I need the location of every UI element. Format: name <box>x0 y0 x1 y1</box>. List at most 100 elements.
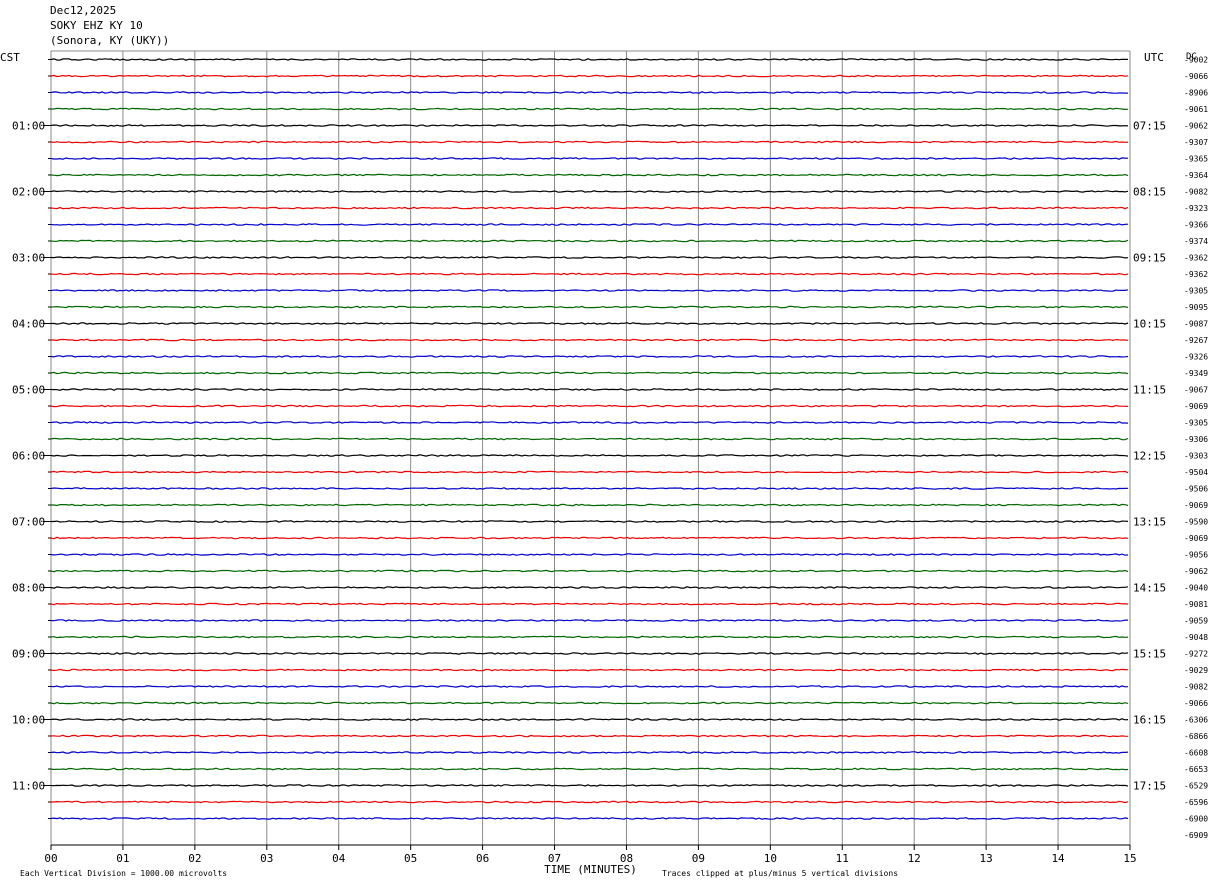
cst-axis-title: CST <box>0 51 20 64</box>
trace-line <box>50 718 1129 721</box>
utc-hour-label: 16:15 <box>1133 714 1166 727</box>
cst-hour-label: 03:00 <box>12 252 45 265</box>
trace-line <box>50 784 1129 787</box>
x-tick-label: 09 <box>692 852 705 865</box>
dc-offset-label: -9069 <box>1184 402 1208 411</box>
trace-line <box>50 355 1129 358</box>
trace-line <box>50 289 1129 292</box>
trace-line <box>50 388 1129 391</box>
x-tick-label: 06 <box>476 852 489 865</box>
dc-offset-label: -6608 <box>1184 749 1208 758</box>
dc-offset-label: -9069 <box>1184 501 1208 510</box>
x-tick-label: 01 <box>116 852 129 865</box>
trace-line <box>50 454 1129 457</box>
dc-offset-label: -9365 <box>1184 155 1208 164</box>
utc-hour-label: 12:15 <box>1133 450 1166 463</box>
dc-offset-label: -9048 <box>1184 633 1208 642</box>
dc-offset-label: -9029 <box>1184 666 1208 675</box>
utc-axis-title: UTC <box>1144 51 1164 64</box>
x-tick-label: 12 <box>908 852 921 865</box>
trace-line <box>50 487 1129 490</box>
dc-offset-label: -9305 <box>1184 287 1208 296</box>
dc-offset-label: -9267 <box>1184 336 1208 345</box>
dc-offset-label: -9059 <box>1184 617 1208 626</box>
cst-hour-label: 08:00 <box>12 582 45 595</box>
trace-line <box>50 553 1129 556</box>
utc-hour-label: 11:15 <box>1133 384 1166 397</box>
dc-offset-label: -9040 <box>1184 584 1208 593</box>
dc-offset-label: -9362 <box>1184 254 1208 263</box>
trace-line <box>50 272 1129 276</box>
dc-offset-label: -9082 <box>1184 188 1208 197</box>
utc-hour-label: 10:15 <box>1133 318 1166 331</box>
trace-line <box>50 602 1129 606</box>
trace-line <box>50 157 1129 160</box>
dc-offset-label: -9306 <box>1184 435 1208 444</box>
trace-line <box>50 619 1128 622</box>
header-station: SOKY EHZ KY 10 <box>50 19 143 32</box>
dc-offset-label: -9323 <box>1184 204 1208 213</box>
trace-line <box>50 685 1129 688</box>
cst-hour-label: 05:00 <box>12 384 45 397</box>
dc-offset-label: -9303 <box>1184 452 1208 461</box>
utc-hour-label: 08:15 <box>1133 186 1166 199</box>
trace-line <box>50 239 1129 243</box>
trace-line <box>50 767 1129 771</box>
dc-offset-label: -6596 <box>1184 798 1208 807</box>
dc-offset-label: -9056 <box>1184 551 1208 560</box>
x-tick-label: 15 <box>1123 852 1136 865</box>
utc-hour-label: 13:15 <box>1133 516 1166 529</box>
dc-offset-label: -9082 <box>1184 683 1208 692</box>
dc-offset-label: -9362 <box>1184 270 1208 279</box>
trace-line <box>50 701 1129 705</box>
cst-hour-label: 09:00 <box>12 648 45 661</box>
x-tick-label: 07 <box>548 852 561 865</box>
dc-offset-label: -9307 <box>1184 138 1208 147</box>
cst-hour-label: 01:00 <box>12 120 45 133</box>
trace-line <box>50 140 1129 144</box>
dc-offset-label: -9326 <box>1184 353 1208 362</box>
x-axis-label: TIME (MINUTES) <box>544 863 637 876</box>
trace-line <box>50 371 1129 375</box>
dc-offset-label: -9066 <box>1184 699 1208 708</box>
trace-line <box>50 91 1128 94</box>
dc-offset-label: -9349 <box>1184 369 1208 378</box>
utc-hour-label: 14:15 <box>1133 582 1166 595</box>
dc-offset-label: -6909 <box>1184 831 1208 840</box>
x-tick-label: 04 <box>332 852 346 865</box>
cst-hour-label: 11:00 <box>12 780 45 793</box>
dc-offset-label: -8906 <box>1184 89 1208 98</box>
x-tick-label: 11 <box>836 852 849 865</box>
trace-line <box>50 404 1129 408</box>
dc-offset-label: -9590 <box>1184 518 1208 527</box>
trace-line <box>50 586 1129 589</box>
dc-offset-label: -9062 <box>1184 122 1208 131</box>
dc-offset-label: -6866 <box>1184 732 1208 741</box>
trace-line <box>51 520 1129 523</box>
utc-hour-label: 09:15 <box>1133 252 1166 265</box>
dc-offset-label: -9066 <box>1184 72 1208 81</box>
dc-offset-label: -9002 <box>1184 56 1208 65</box>
trace-line <box>50 305 1129 309</box>
dc-offset-label: -9364 <box>1184 171 1208 180</box>
dc-offset-label: -6306 <box>1184 716 1208 725</box>
trace-line <box>50 256 1129 259</box>
dc-offset-label: -6900 <box>1184 815 1208 824</box>
trace-line <box>50 173 1129 177</box>
x-tick-label: 08 <box>620 852 633 865</box>
trace-line <box>51 800 1129 804</box>
dc-offset-label: -9305 <box>1184 419 1208 428</box>
trace-line <box>51 107 1129 111</box>
trace-line <box>50 223 1129 226</box>
trace-line <box>50 74 1129 78</box>
utc-hour-label: 07:15 <box>1133 120 1166 133</box>
dc-offset-label: -9062 <box>1184 567 1208 576</box>
header-date: Dec12,2025 <box>50 4 117 17</box>
footer-clip-note: Traces clipped at plus/minus 5 vertical … <box>662 869 898 878</box>
trace-line <box>50 421 1129 424</box>
dc-offset-label: -9504 <box>1184 468 1208 477</box>
dc-offset-label: -9069 <box>1184 534 1208 543</box>
trace-line <box>51 338 1129 342</box>
x-tick-label: 02 <box>188 852 201 865</box>
